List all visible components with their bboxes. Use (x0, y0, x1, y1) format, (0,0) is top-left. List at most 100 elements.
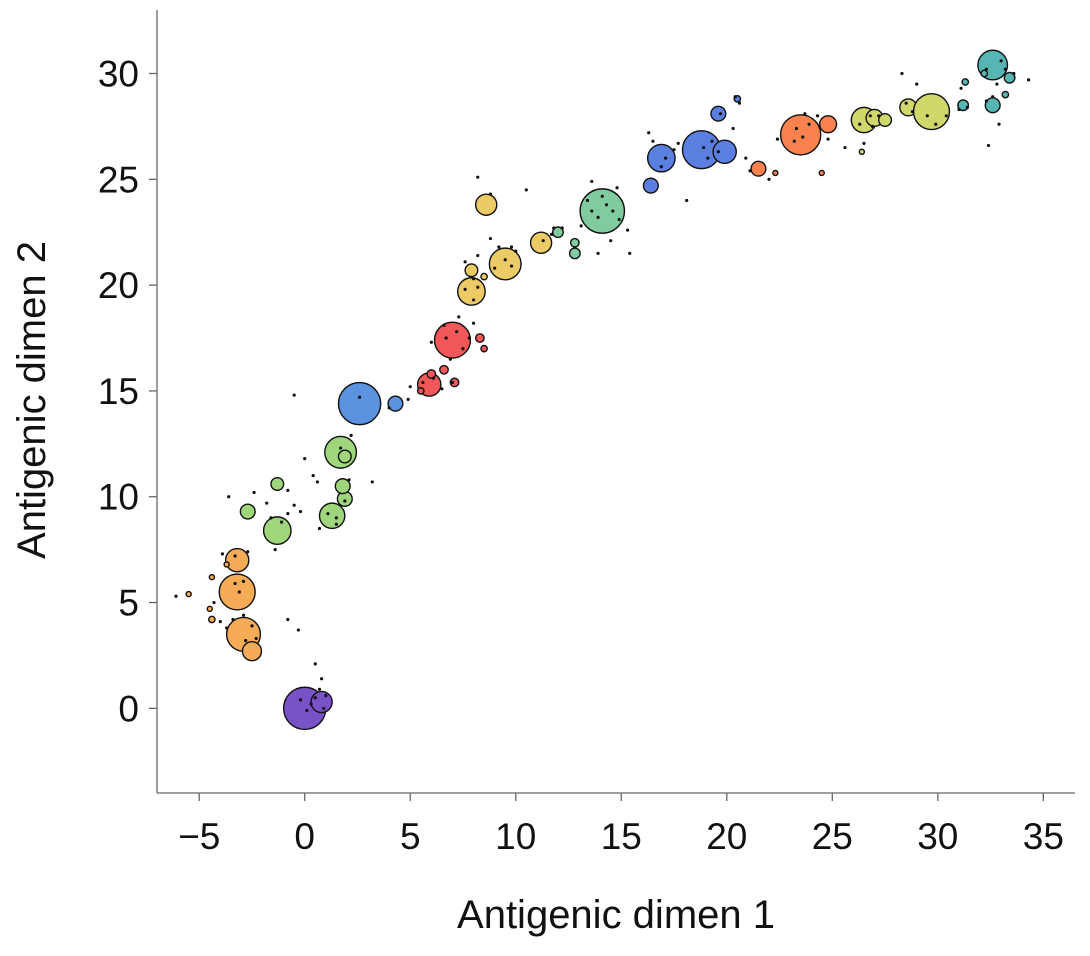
strain-point (322, 706, 326, 710)
strain-point (647, 131, 651, 135)
y-tick-label: 0 (118, 688, 139, 729)
x-tick-label: 20 (706, 816, 747, 857)
strain-point (313, 662, 317, 666)
strain-points (174, 59, 1031, 713)
strain-point (339, 446, 343, 450)
strain-point (471, 277, 476, 281)
strain-point (174, 594, 178, 598)
cluster-circle (712, 139, 737, 165)
strain-point (663, 156, 668, 160)
cluster-circle (568, 247, 581, 260)
strain-point (843, 145, 847, 150)
strain-point (324, 694, 328, 698)
strain-point (408, 385, 412, 389)
x-ticks: −5 0 5 10 15 20 25 30 35 (178, 793, 1064, 857)
y-tick-label: 10 (98, 477, 139, 518)
strain-point (317, 526, 322, 531)
strain-point (273, 548, 277, 552)
strain-point (600, 194, 604, 198)
strain-point (347, 478, 351, 482)
strain-point (716, 150, 720, 154)
strain-point (296, 628, 300, 632)
strain-point (803, 112, 807, 116)
strain-point (1012, 71, 1016, 76)
strain-point (991, 95, 995, 99)
cluster-circle (337, 381, 382, 426)
cluster-circle (433, 321, 472, 359)
cluster-circle (1003, 71, 1016, 84)
strain-point (463, 260, 467, 264)
strain-point (984, 99, 988, 103)
strain-point (246, 550, 250, 554)
cluster-circle (457, 277, 486, 306)
strain-point (241, 579, 246, 583)
strain-point (775, 137, 780, 141)
strain-point (767, 177, 771, 181)
strain-point (701, 145, 706, 150)
strain-point (292, 503, 296, 507)
x-tick-label: 35 (1023, 816, 1064, 857)
strain-point (611, 209, 615, 213)
cluster-circle (569, 237, 580, 248)
strain-point (659, 165, 663, 169)
strain-point (254, 636, 258, 641)
cluster-circle (439, 364, 449, 375)
strain-point (807, 122, 811, 126)
strain-point (292, 393, 296, 397)
y-tick-label: 20 (98, 265, 139, 306)
strain-point (541, 239, 545, 243)
strain-point (476, 285, 480, 289)
cluster-circle (464, 263, 479, 278)
strain-point (252, 490, 256, 495)
strain-point (590, 179, 594, 184)
cluster-circle (779, 114, 822, 156)
strain-point (488, 236, 493, 241)
x-tick-label: 0 (294, 816, 315, 857)
strain-point (706, 156, 710, 160)
cluster-circle (772, 169, 779, 177)
strain-point (868, 114, 872, 118)
strain-point (442, 323, 446, 327)
strain-point (467, 336, 471, 340)
strain-point (298, 509, 303, 514)
cluster-circle (387, 395, 404, 412)
strain-point (233, 554, 237, 558)
strain-point (604, 203, 609, 207)
cluster-circle (818, 115, 838, 134)
cluster-circle (474, 333, 485, 343)
strain-point (286, 617, 290, 622)
strain-point (1003, 67, 1007, 71)
cluster-circle (426, 369, 437, 379)
cluster-circle (961, 78, 970, 86)
strain-point (227, 495, 231, 499)
strain-point (934, 122, 938, 126)
x-tick-label: 15 (601, 816, 642, 857)
strain-point (596, 251, 600, 255)
strain-point (801, 135, 805, 139)
strain-point (550, 232, 554, 236)
strain-point (731, 126, 735, 131)
strain-point (357, 395, 362, 399)
strain-point (944, 114, 948, 118)
strain-point (448, 357, 452, 361)
cluster-circle (270, 477, 285, 492)
strain-point (514, 249, 518, 253)
strain-point (628, 251, 632, 255)
x-axis-title: Antigenic dimen 1 (457, 893, 775, 937)
strain-point (503, 258, 507, 262)
strain-point (965, 105, 969, 109)
y-tick-label: 30 (98, 53, 139, 94)
cluster-circle (262, 516, 292, 546)
strain-point (615, 186, 619, 190)
cluster-circle (241, 641, 263, 662)
strain-point (303, 457, 307, 461)
antigenic-clusters (185, 49, 1016, 731)
strain-point (651, 139, 655, 143)
strain-point (995, 82, 999, 86)
strain-point (450, 380, 455, 385)
cluster-circle (818, 169, 825, 177)
strain-point (826, 137, 830, 141)
cluster-circle (474, 193, 498, 216)
strain-point (596, 215, 600, 219)
